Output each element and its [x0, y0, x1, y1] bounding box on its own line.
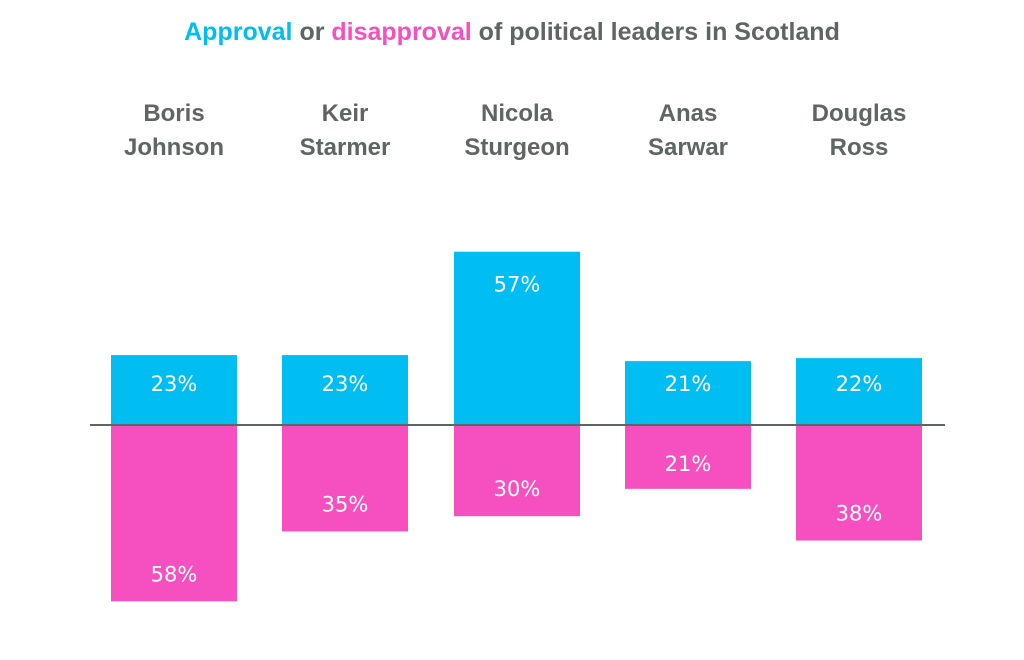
category-label: Ross	[830, 134, 889, 161]
chart-title: Approval or disapproval of political lea…	[0, 18, 1024, 47]
approval-data-label: 57%	[494, 273, 541, 297]
disapproval-bar	[454, 425, 580, 517]
category-label: Anas	[659, 100, 718, 127]
category-label: Sarwar	[648, 134, 728, 161]
approval-data-label: 21%	[665, 372, 712, 396]
disapproval-bar	[282, 425, 408, 532]
disapproval-bar	[796, 425, 922, 541]
approval-bar	[625, 361, 751, 425]
title-approval-word: Approval	[184, 18, 293, 46]
approval-bar	[111, 355, 237, 425]
category-label: Boris	[143, 100, 204, 127]
approval-bar	[454, 251, 580, 425]
category-label: Keir	[322, 100, 369, 127]
disapproval-bar	[111, 425, 237, 602]
disapproval-data-label: 21%	[665, 452, 712, 476]
approval-data-label: 22%	[836, 372, 883, 396]
approval-data-label: 23%	[322, 372, 369, 396]
disapproval-data-label: 30%	[494, 477, 541, 501]
category-label: Starmer	[300, 134, 391, 161]
title-or-word: or	[299, 18, 325, 46]
disapproval-data-label: 35%	[322, 492, 369, 516]
disapproval-data-label: 38%	[836, 502, 883, 526]
approval-bar	[282, 355, 408, 425]
category-label: Nicola	[481, 100, 554, 127]
category-label: Johnson	[124, 134, 224, 161]
disapproval-bar	[625, 425, 751, 489]
title-disapproval-word: disapproval	[331, 18, 472, 46]
approval-bar	[796, 358, 922, 425]
category-label: Douglas	[812, 100, 907, 127]
title-rest: of political leaders in Scotland	[478, 18, 840, 46]
category-label: Sturgeon	[464, 134, 569, 161]
disapproval-data-label: 58%	[151, 562, 198, 586]
approval-data-label: 23%	[151, 372, 198, 396]
